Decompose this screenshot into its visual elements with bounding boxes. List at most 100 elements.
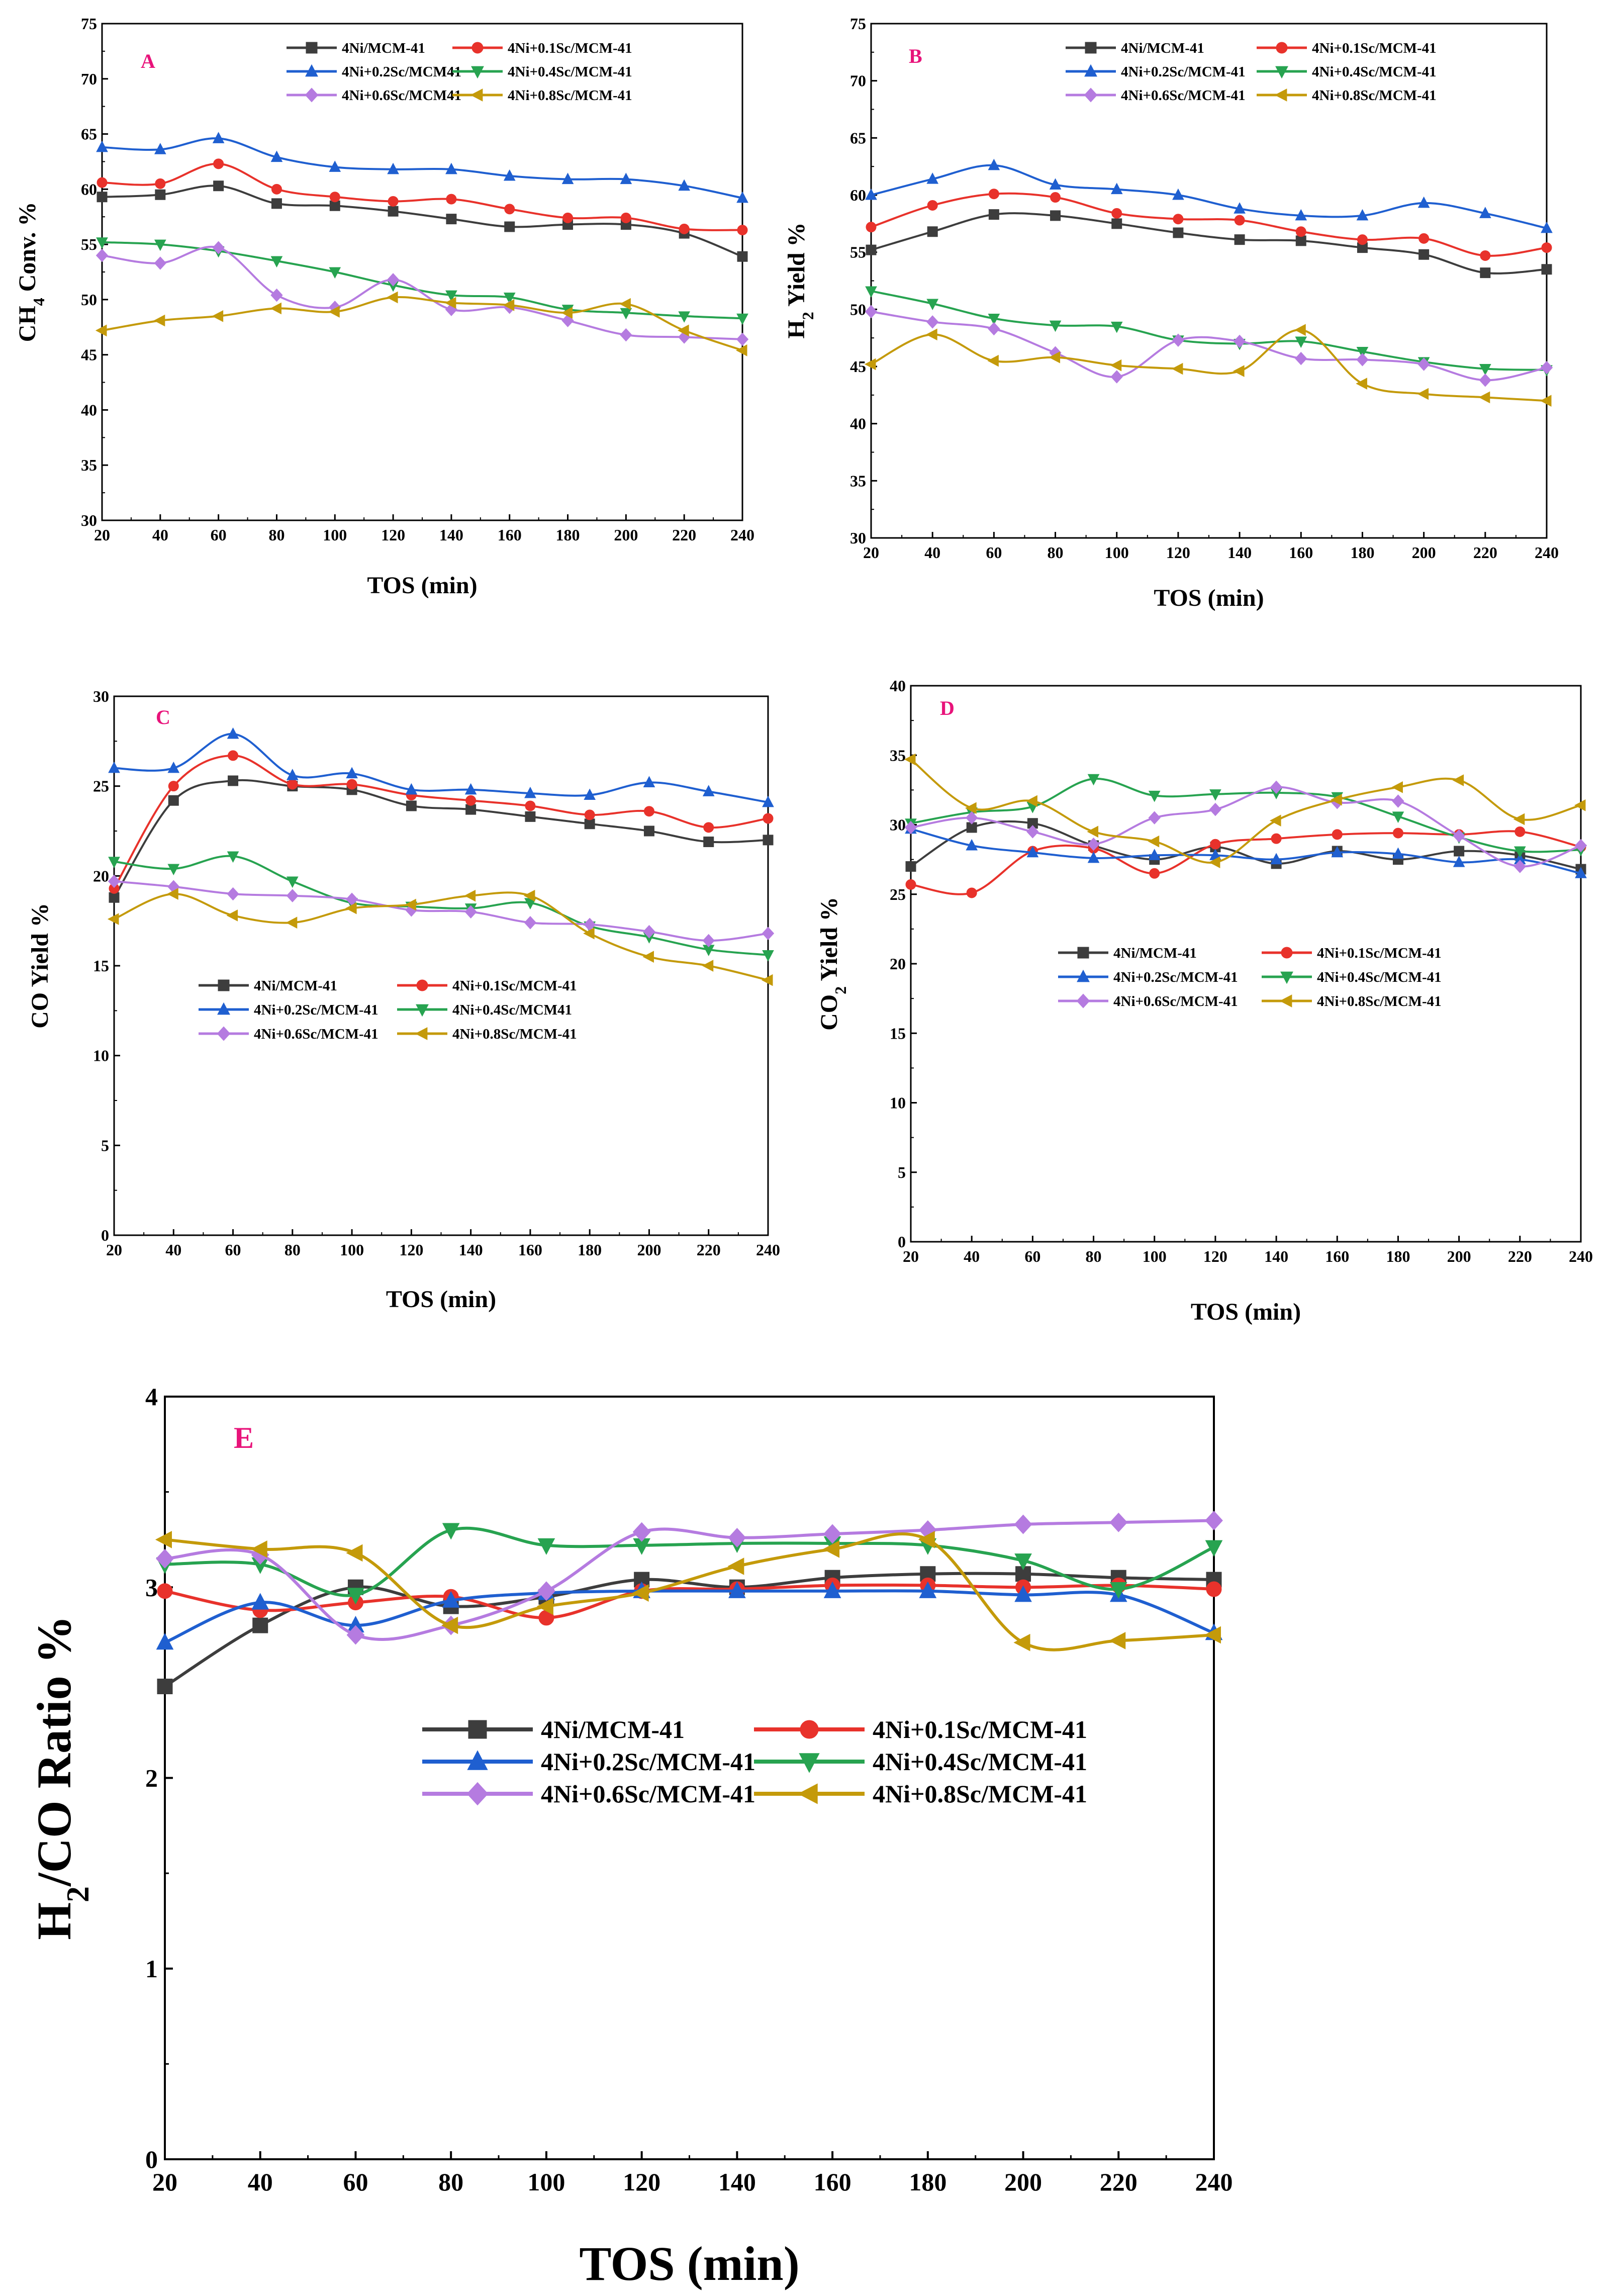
legend: 4Ni/MCM-41 4Ni+0.1Sc/MCM-41 4Ni+0.2Sc/MCM4… bbox=[287, 40, 632, 104]
data-point bbox=[1270, 814, 1281, 827]
data-point bbox=[584, 788, 596, 800]
data-point bbox=[168, 795, 179, 806]
data-point bbox=[988, 158, 1000, 170]
data-point bbox=[918, 1531, 935, 1548]
x-tick-label: 160 bbox=[498, 526, 522, 544]
data-point bbox=[1014, 1514, 1032, 1534]
legend-label: 4Ni+0.6Sc/MCM-41 bbox=[541, 1780, 755, 1808]
data-point bbox=[1392, 847, 1404, 859]
data-point bbox=[678, 179, 691, 191]
legend-marker bbox=[416, 1004, 429, 1017]
x-axis-title: TOS (min) bbox=[579, 2237, 799, 2290]
data-point bbox=[1208, 856, 1220, 868]
data-point bbox=[1480, 250, 1491, 261]
data-point bbox=[465, 795, 477, 806]
series-line bbox=[102, 241, 743, 320]
data-point bbox=[286, 889, 299, 902]
data-point bbox=[1149, 868, 1160, 879]
data-point bbox=[154, 256, 166, 270]
data-point bbox=[1206, 1581, 1222, 1597]
legend-label: 4Ni+0.8Sc/MCM-41 bbox=[508, 87, 632, 104]
legend-label: 4Ni+0.6Sc/MCM-41 bbox=[1121, 87, 1246, 104]
legend-marker bbox=[1084, 87, 1098, 103]
data-point bbox=[1234, 215, 1245, 226]
data-point bbox=[226, 909, 238, 922]
legend-marker bbox=[416, 979, 428, 991]
data-point bbox=[1027, 818, 1038, 829]
data-point bbox=[154, 143, 166, 154]
data-point bbox=[632, 1584, 649, 1602]
x-tick-label: 240 bbox=[1569, 1247, 1593, 1265]
x-tick-label: 40 bbox=[964, 1247, 980, 1265]
legend-label: 4Ni+0.2Sc/MCM-41 bbox=[541, 1748, 755, 1776]
data-point bbox=[702, 785, 715, 796]
data-point bbox=[926, 328, 937, 341]
x-tick-label: 100 bbox=[1105, 543, 1129, 562]
data-point bbox=[1015, 1566, 1031, 1582]
y-tick-label: 70 bbox=[81, 70, 97, 88]
legend-marker bbox=[1279, 994, 1292, 1007]
x-tick-label: 220 bbox=[672, 526, 696, 544]
y-tick-label: 75 bbox=[81, 15, 97, 33]
x-tick-label: 80 bbox=[1048, 543, 1064, 562]
data-point bbox=[1418, 249, 1430, 260]
data-point bbox=[1111, 218, 1122, 229]
data-point bbox=[108, 761, 120, 773]
legend-label: 4Ni+0.4Sc/MCM-41 bbox=[508, 64, 632, 80]
data-point bbox=[96, 248, 109, 262]
data-point bbox=[727, 1557, 744, 1575]
legend-label: 4Ni/MCM-41 bbox=[342, 40, 425, 56]
data-point bbox=[1026, 795, 1037, 807]
data-point bbox=[702, 960, 714, 972]
data-point bbox=[919, 1581, 937, 1598]
data-point bbox=[679, 223, 690, 234]
data-point bbox=[108, 874, 121, 888]
series-6 bbox=[864, 324, 1552, 407]
series-line bbox=[910, 786, 1581, 868]
data-point bbox=[387, 162, 399, 174]
y-tick-label: 55 bbox=[81, 235, 97, 253]
data-point bbox=[503, 299, 515, 311]
data-point bbox=[904, 753, 916, 766]
series-4 bbox=[156, 1523, 1223, 1605]
data-point bbox=[1233, 365, 1245, 377]
data-point bbox=[1479, 207, 1491, 218]
data-point bbox=[1357, 234, 1368, 245]
x-tick-label: 20 bbox=[94, 526, 110, 544]
data-point bbox=[252, 1617, 268, 1633]
data-point bbox=[904, 820, 917, 835]
series-line bbox=[114, 880, 769, 942]
data-point bbox=[227, 727, 239, 739]
x-tick-label: 200 bbox=[637, 1241, 661, 1259]
y-tick-label: 4 bbox=[145, 1383, 158, 1411]
data-point bbox=[346, 779, 357, 790]
data-point bbox=[97, 192, 108, 203]
data-point bbox=[228, 750, 239, 761]
legend-label: 4Ni/MCM-41 bbox=[254, 978, 337, 994]
x-tick-label: 160 bbox=[518, 1241, 542, 1259]
data-point bbox=[465, 804, 477, 815]
legend-label: 4Ni+0.4Sc/MCM-41 bbox=[873, 1748, 1087, 1776]
legend: 4Ni/MCM-41 4Ni+0.1Sc/MCM-41 4Ni+0.2Sc/MCM-… bbox=[1058, 945, 1442, 1009]
legend-marker bbox=[467, 1750, 488, 1770]
data-point bbox=[1295, 209, 1307, 221]
data-point bbox=[156, 1548, 174, 1569]
data-point bbox=[1234, 234, 1245, 245]
data-point bbox=[1050, 192, 1061, 203]
data-point bbox=[643, 925, 655, 939]
data-point bbox=[762, 950, 774, 962]
data-point bbox=[213, 158, 224, 169]
data-point bbox=[1452, 774, 1464, 786]
x-tick-label: 40 bbox=[152, 526, 168, 544]
data-point bbox=[442, 1523, 460, 1540]
x-tick-label: 180 bbox=[556, 526, 580, 544]
data-point bbox=[524, 916, 537, 930]
series-line bbox=[910, 758, 1581, 864]
data-point bbox=[865, 188, 877, 200]
data-point bbox=[167, 888, 178, 900]
data-point bbox=[905, 879, 916, 890]
x-tick-label: 240 bbox=[1195, 2168, 1233, 2196]
data-point bbox=[1479, 364, 1491, 376]
data-point bbox=[643, 825, 654, 837]
data-point bbox=[987, 354, 999, 367]
